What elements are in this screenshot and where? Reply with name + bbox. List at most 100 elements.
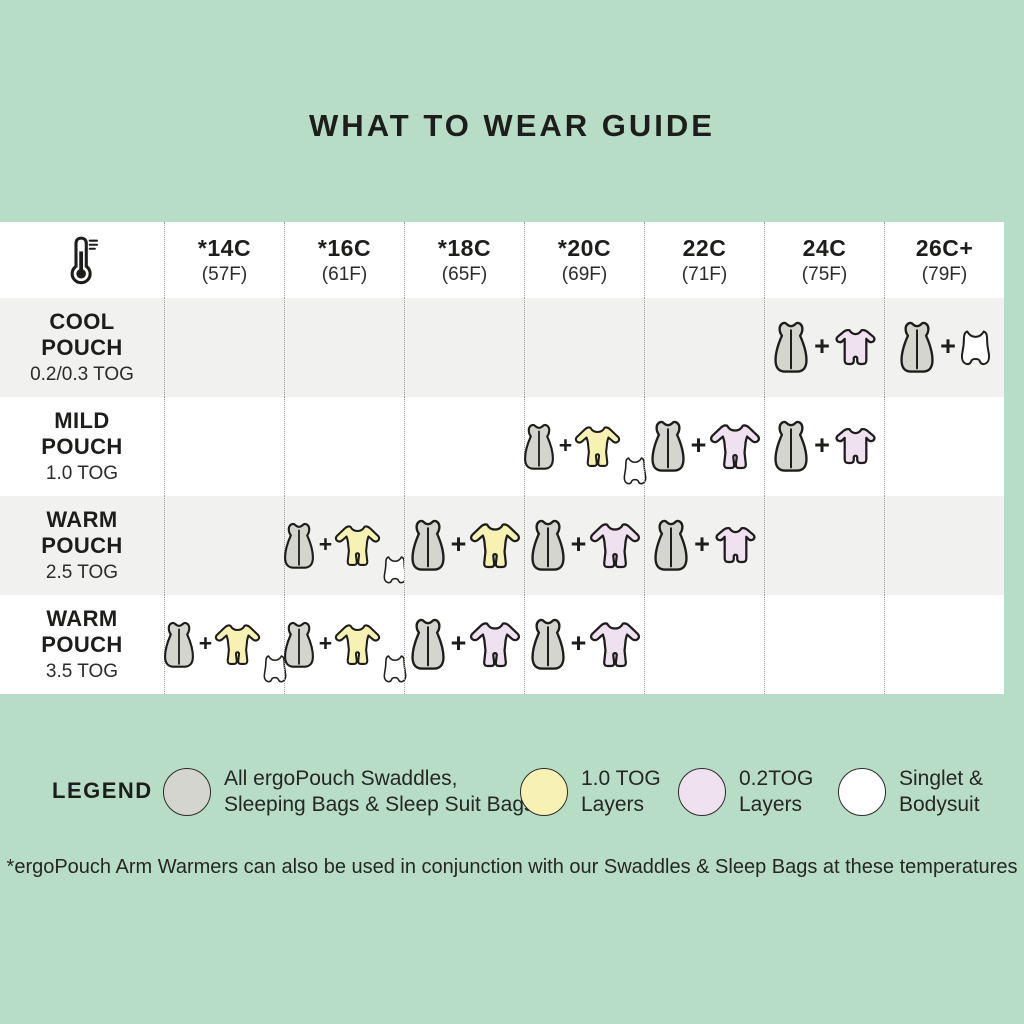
legend-item: 1.0 TOG Layers — [520, 760, 661, 824]
footnote: *ergoPouch Arm Warmers can also be used … — [6, 856, 1018, 878]
sleep-bag-icon — [521, 422, 557, 472]
romper-02tog-icon — [833, 327, 878, 368]
outfit-cell — [884, 397, 1004, 496]
plus-sign: + — [694, 529, 710, 559]
column-header-26C: 26C+ (79F) — [884, 222, 1004, 298]
legend-item: 0.2TOG Layers — [678, 760, 813, 824]
sleep-bag-icon — [528, 617, 568, 672]
row-name-line: MILD — [54, 408, 110, 434]
column-header-16C: *16C (61F) — [284, 222, 404, 298]
outfit-cell: + — [164, 595, 284, 694]
romper-02tog-icon — [833, 426, 878, 467]
temp-fahrenheit: (61F) — [321, 263, 368, 285]
outfit-cell: + — [404, 496, 524, 595]
thermometer-header-cell — [0, 222, 164, 298]
outfit-cell: + — [404, 595, 524, 694]
temp-fahrenheit: (69F) — [561, 263, 608, 285]
sleep-bag-icon — [771, 419, 811, 474]
legend-swatch — [520, 768, 568, 816]
row-name: WARM POUCH — [41, 606, 122, 658]
sleep-bag-icon — [651, 518, 691, 573]
row-name: WARM POUCH — [41, 507, 122, 559]
legend-item: Singlet & Bodysuit — [838, 760, 983, 824]
column-header-22C: 22C (71F) — [644, 222, 764, 298]
sleep-bag-icon — [771, 320, 811, 375]
plus-sign: + — [814, 331, 830, 361]
onesie-02tog-icon — [469, 620, 521, 669]
legend-text-line: Sleeping Bags & Sleep Suit Bags — [224, 793, 535, 816]
outfit-cell — [884, 496, 1004, 595]
sleep-bag-icon — [408, 617, 448, 672]
onesie-1tog-icon — [469, 521, 521, 570]
temp-fahrenheit: (71F) — [681, 263, 728, 285]
plus-sign: + — [450, 529, 467, 559]
outfit-cell: + — [644, 496, 764, 595]
row-name-line: POUCH — [41, 533, 123, 558]
outfit-cell — [644, 595, 764, 694]
romper-02tog-icon — [713, 525, 758, 566]
outfit-cell — [404, 397, 524, 496]
legend-swatch — [163, 768, 211, 816]
column-header-24C: 24C (75F) — [764, 222, 884, 298]
legend-item-text: All ergoPouch Swaddles, Sleeping Bags & S… — [224, 766, 535, 818]
temp-fahrenheit: (65F) — [441, 263, 488, 285]
onesie-1tog-icon — [334, 523, 381, 568]
outfit-cell — [404, 298, 524, 397]
row-name-line: POUCH — [41, 335, 123, 360]
onesie-02tog-icon — [709, 422, 761, 471]
outfit-cell — [764, 595, 884, 694]
plus-sign: + — [570, 529, 587, 559]
row-label-2.5: WARM POUCH 2.5 TOG — [0, 496, 164, 595]
column-header-20C: *20C (69F) — [524, 222, 644, 298]
outfit-cell: + — [524, 595, 644, 694]
plus-sign: + — [558, 432, 573, 458]
temp-celsius: 22C — [682, 234, 727, 261]
temp-celsius: *20C — [557, 234, 612, 261]
row-tog: 1.0 TOG — [45, 462, 119, 484]
outfit-cell: + — [764, 397, 884, 496]
row-name-line: COOL — [49, 309, 115, 335]
sleep-bag-icon — [408, 518, 448, 573]
outfit-cell: + — [524, 496, 644, 595]
plus-sign: + — [570, 628, 587, 658]
row-name-line: POUCH — [41, 434, 123, 459]
sleep-bag-icon — [281, 620, 317, 670]
row-label-3.5: WARM POUCH 3.5 TOG — [0, 595, 164, 694]
sleep-bag-icon — [281, 521, 317, 571]
sleep-bag-icon — [161, 620, 197, 670]
onesie-1tog-icon — [334, 622, 381, 667]
outfit-cell — [164, 496, 284, 595]
temp-fahrenheit: (75F) — [801, 263, 848, 285]
onesie-02tog-icon — [589, 620, 641, 669]
column-header-18C: *18C (65F) — [404, 222, 524, 298]
thermometer-icon — [64, 235, 100, 285]
legend-text-line: 0.2TOG — [739, 766, 814, 790]
legend-text-line: Layers — [581, 793, 645, 816]
legend-item: All ergoPouch Swaddles, Sleeping Bags & S… — [163, 760, 535, 824]
legend: LEGEND All ergoPouch Swaddles, Sleeping B… — [0, 760, 1024, 824]
outfit-cell: + — [884, 298, 1004, 397]
temp-fahrenheit: (79F) — [921, 263, 968, 285]
onesie-02tog-icon — [589, 521, 641, 570]
plus-sign: + — [318, 531, 333, 557]
outfit-cell — [644, 298, 764, 397]
row-name-line: WARM — [46, 606, 118, 632]
outfit-cell — [884, 595, 1004, 694]
plus-sign: + — [450, 628, 467, 658]
onesie-1tog-icon — [214, 622, 261, 667]
outfit-cell: + — [284, 496, 404, 595]
outfit-cell — [164, 397, 284, 496]
plus-sign: + — [198, 630, 213, 656]
legend-item-text: 0.2TOG Layers — [739, 766, 813, 818]
legend-text-line: Singlet & — [899, 766, 984, 790]
column-header-14C: *14C (57F) — [164, 222, 284, 298]
row-tog: 3.5 TOG — [45, 660, 119, 682]
plus-sign: + — [814, 430, 830, 460]
outfit-cell: + — [284, 595, 404, 694]
outfit-cell — [764, 496, 884, 595]
temp-celsius: *18C — [437, 234, 492, 261]
row-tog: 2.5 TOG — [45, 561, 119, 583]
legend-item-text: 1.0 TOG Layers — [581, 766, 661, 818]
row-name: COOL POUCH — [41, 309, 122, 361]
